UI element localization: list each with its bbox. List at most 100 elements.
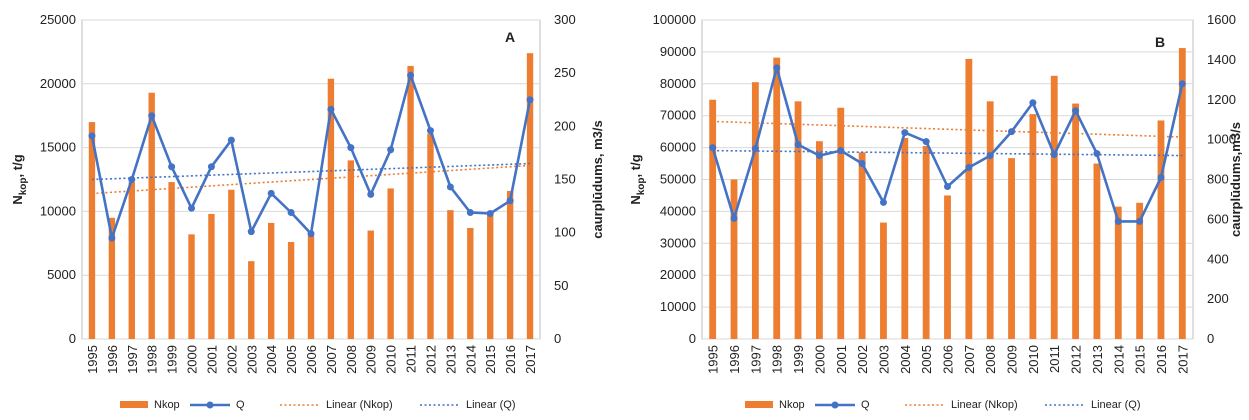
bar-nkop xyxy=(1072,103,1080,339)
point-q xyxy=(1114,217,1122,225)
x-tick-label: 2006 xyxy=(941,345,956,374)
bar-nkop xyxy=(128,182,135,339)
point-q xyxy=(1178,80,1186,88)
x-tick-label: 2009 xyxy=(364,345,379,374)
x-tick-label: 1995 xyxy=(706,345,721,374)
y-tick-label: 30000 xyxy=(660,235,696,250)
point-q xyxy=(1157,174,1165,182)
point-q xyxy=(1093,150,1101,158)
point-q xyxy=(287,208,295,216)
point-q xyxy=(879,198,887,206)
y2-tick-label: 300 xyxy=(554,12,576,27)
point-q xyxy=(986,152,994,160)
point-q xyxy=(188,204,196,212)
point-q xyxy=(407,71,415,79)
x-tick-label: 2014 xyxy=(1111,345,1126,374)
bar-nkop xyxy=(487,211,494,339)
x-tick-label: 2005 xyxy=(919,345,934,374)
bar-nkop xyxy=(307,235,315,339)
legend-swatch-nkop xyxy=(745,401,773,408)
x-tick-label: 2014 xyxy=(463,345,478,374)
point-q xyxy=(1029,99,1037,107)
bar-nkop xyxy=(526,53,534,340)
x-tick-label: 2000 xyxy=(812,345,827,374)
trendline-q xyxy=(712,149,1183,157)
y-tick-label: 0 xyxy=(689,331,696,346)
point-q xyxy=(751,145,759,153)
x-tick-label: 2008 xyxy=(983,345,998,374)
point-q xyxy=(1072,107,1080,115)
y-tick-label: 0 xyxy=(69,331,76,346)
x-tick-label: 1997 xyxy=(125,345,140,374)
legend-label-linear-q: Linear (Q) xyxy=(1091,399,1141,411)
point-q xyxy=(815,152,823,160)
point-q xyxy=(327,105,335,113)
x-tick-label: 2003 xyxy=(876,345,891,374)
legend-swatch-nkop xyxy=(120,401,148,408)
point-q xyxy=(227,136,235,144)
x-tick-label: 2005 xyxy=(284,345,299,374)
point-q xyxy=(387,146,395,154)
y2-tick-label: 1000 xyxy=(1207,132,1236,147)
bar-nkop xyxy=(751,82,759,339)
legend-label-linear-q: Linear (Q) xyxy=(466,399,516,411)
bar-nkop xyxy=(1136,202,1144,339)
point-q xyxy=(944,182,951,190)
bar-nkop xyxy=(188,234,195,339)
legend-marker-q xyxy=(831,401,839,409)
legend-label-nkop: Nkop xyxy=(779,399,805,411)
bar-nkop xyxy=(248,261,255,339)
x-tick-label: 1998 xyxy=(145,345,160,374)
bar-nkop xyxy=(986,101,994,339)
point-q xyxy=(486,210,494,218)
point-q xyxy=(858,160,866,168)
point-q xyxy=(922,138,930,146)
bar-nkop xyxy=(1050,75,1058,339)
bar-nkop xyxy=(168,182,175,339)
y-tick-label: 20000 xyxy=(40,76,76,91)
y-tick-label: 60000 xyxy=(660,140,696,155)
bar-nkop xyxy=(407,65,414,339)
y2-tick-label: 150 xyxy=(554,172,576,187)
point-q xyxy=(506,197,514,205)
y2-tick-label: 400 xyxy=(1207,251,1229,266)
bar-nkop xyxy=(1178,48,1186,340)
y2-tick-label: 1600 xyxy=(1207,12,1236,27)
y2-axis-label: caurplūdums,m3/s xyxy=(1228,122,1243,237)
point-q xyxy=(367,190,375,198)
x-tick-label: 2017 xyxy=(1175,345,1190,374)
bar-nkop xyxy=(1008,158,1015,339)
y-tick-label: 15000 xyxy=(40,140,76,155)
point-q xyxy=(1136,217,1144,225)
y2-tick-label: 50 xyxy=(554,278,568,293)
x-tick-label: 2015 xyxy=(483,345,498,374)
y-axis-label: Nkop, t/g xyxy=(628,154,647,204)
y-tick-label: 80000 xyxy=(660,76,696,91)
x-tick-label: 2012 xyxy=(1069,345,1084,374)
x-tick-label: 2002 xyxy=(855,345,870,374)
x-tick-label: 2003 xyxy=(244,345,259,374)
y2-tick-label: 1400 xyxy=(1207,52,1236,67)
panel-label: A xyxy=(505,29,515,45)
point-q xyxy=(347,144,355,152)
y-tick-label: 70000 xyxy=(660,108,696,123)
x-tick-label: 1995 xyxy=(85,345,100,374)
bar-nkop xyxy=(287,242,295,339)
y-axis-label: Nkop, t/g xyxy=(10,154,29,204)
y-axis-label-sub: kop xyxy=(18,177,29,195)
y-tick-label: 50000 xyxy=(660,172,696,187)
point-q xyxy=(965,164,973,172)
y-tick-label: 40000 xyxy=(660,203,696,218)
point-q xyxy=(207,163,215,171)
bar-nkop xyxy=(347,160,355,339)
x-tick-label: 2006 xyxy=(304,345,319,374)
x-tick-label: 2000 xyxy=(185,345,200,374)
x-tick-label: 2001 xyxy=(834,345,849,374)
y-axis-label-main: N xyxy=(628,195,643,204)
point-q xyxy=(247,228,255,236)
bar-nkop xyxy=(837,107,845,339)
y2-tick-label: 250 xyxy=(554,65,576,80)
x-tick-label: 1996 xyxy=(727,345,742,374)
bar-nkop xyxy=(1157,120,1165,339)
